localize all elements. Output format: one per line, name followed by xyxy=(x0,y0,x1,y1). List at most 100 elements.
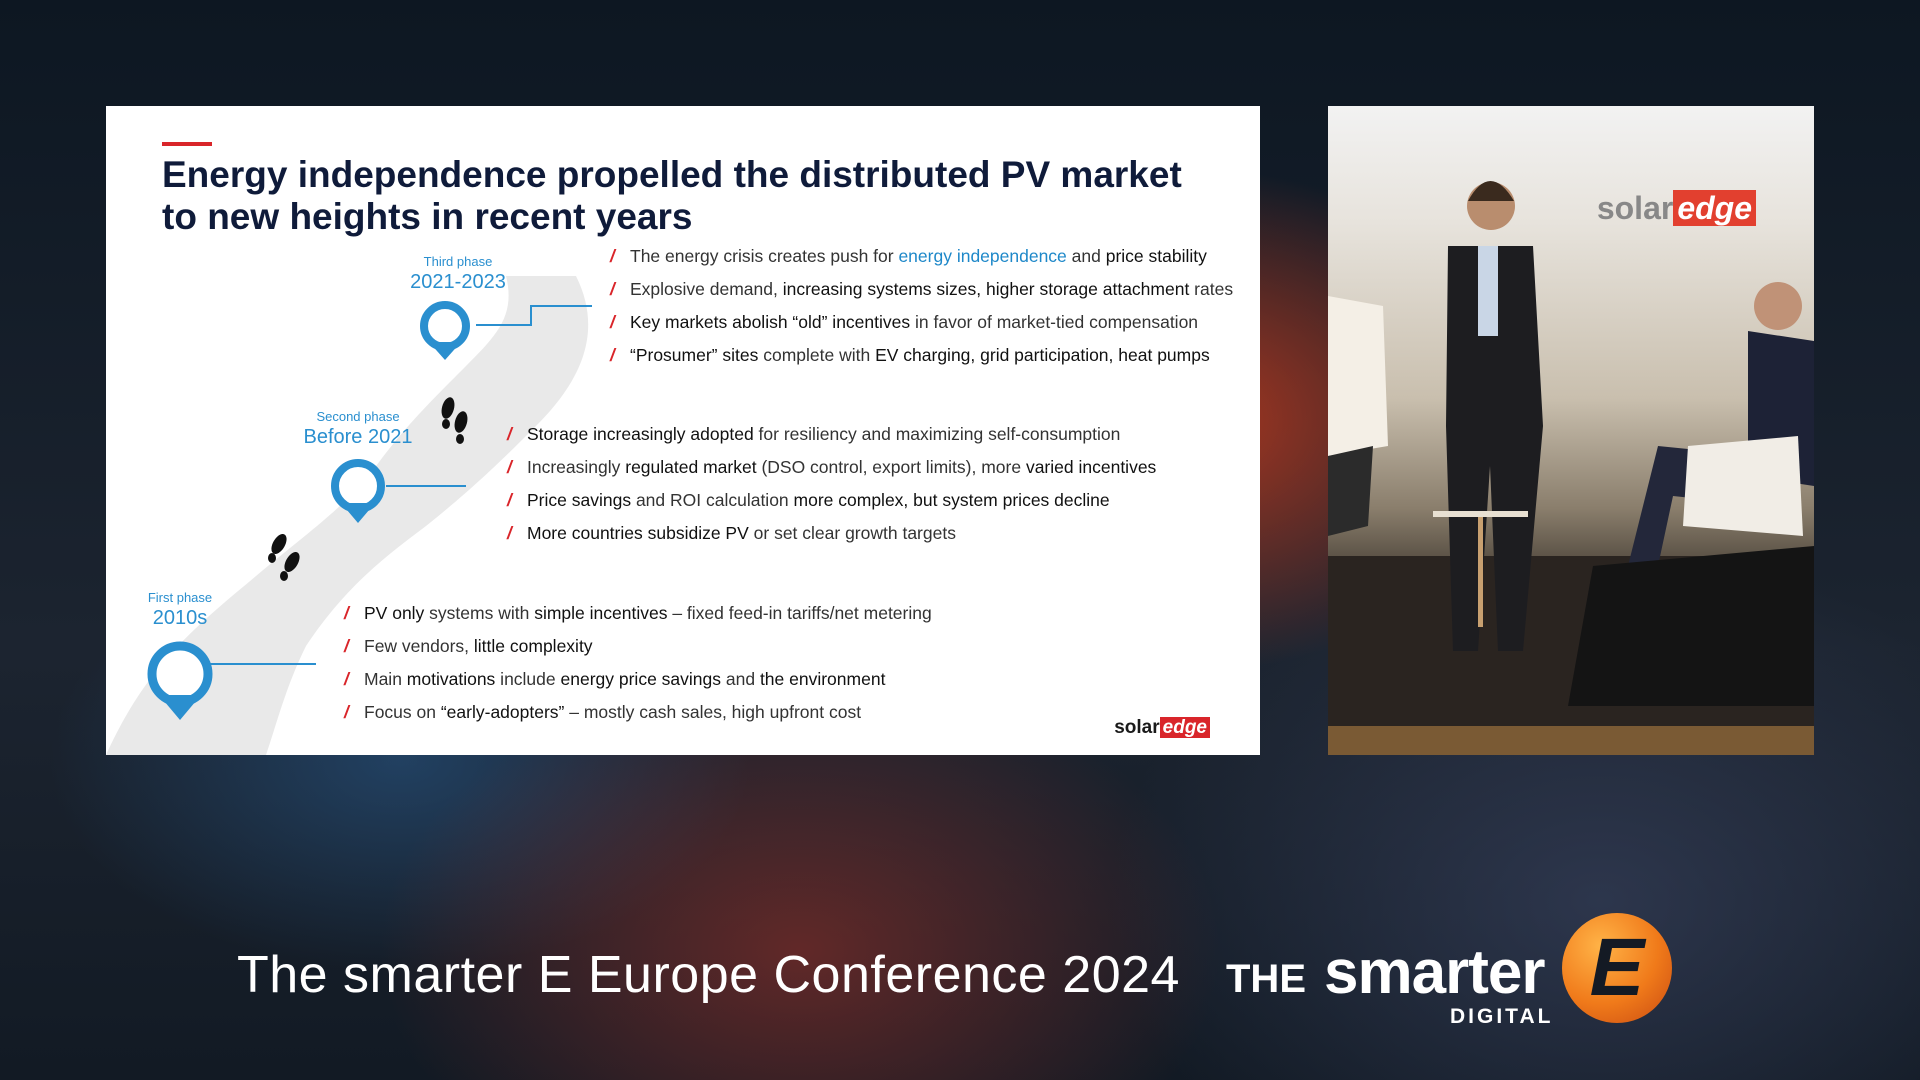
bullet-mark: / xyxy=(610,246,615,266)
bullet-text-run: and xyxy=(1066,246,1106,266)
slide-logo-solar: solar xyxy=(1114,717,1160,738)
bullet-item: / Key markets abolish “old” incentives in… xyxy=(608,306,1233,339)
bullet-mark: / xyxy=(507,523,512,543)
backdrop-logo-solar: solar xyxy=(1596,190,1674,226)
bullet-mark: / xyxy=(344,636,349,656)
bullet-text-run: Price savings xyxy=(527,490,632,510)
bullet-text-run: – fixed feed-in tariffs/net metering xyxy=(667,603,932,623)
phase-first-years: 2010s xyxy=(152,607,208,629)
bullet-mark: / xyxy=(610,345,615,365)
bullet-text-run: Increasingly xyxy=(527,457,626,477)
bullet-item: / Explosive demand, increasing systems si… xyxy=(608,273,1233,306)
panelist-seated xyxy=(1628,282,1814,566)
bullet-mark: / xyxy=(507,424,512,444)
road-path xyxy=(106,276,589,755)
bullet-text-run: “Prosumer” sites xyxy=(630,345,759,365)
panelist-left xyxy=(1328,296,1388,536)
slide-logo-edge: edge xyxy=(1159,717,1210,738)
bullet-item: / Storage increasingly adopted for resili… xyxy=(505,418,1156,451)
bullet-item: / “Prosumer” sites complete with EV charg… xyxy=(608,339,1233,372)
bullet-text-run: varied incentives xyxy=(1025,457,1157,477)
phase-label-third: Third phase 2021-2023 xyxy=(393,254,523,294)
first-phase-bullets: / PV only systems with simple incentives … xyxy=(342,597,932,729)
bullet-mark: / xyxy=(344,702,349,722)
bullet-mark: / xyxy=(610,312,615,332)
bullet-text-run: regulated market xyxy=(625,457,757,477)
brand-e-letter: E xyxy=(1589,922,1645,1013)
bullet-text-run: Main xyxy=(364,669,407,689)
location-pin-icon xyxy=(147,641,213,720)
bullet-item: / Price savings and ROI calculation more … xyxy=(505,484,1156,517)
bullet-text-run: (DSO control, export limits), more xyxy=(756,457,1026,477)
bullet-mark: / xyxy=(344,669,349,689)
bullet-text-run: Key markets abolish “old” incentives xyxy=(630,312,911,332)
phase-third-years: 2021-2023 xyxy=(410,271,506,293)
bullet-mark: / xyxy=(507,457,512,477)
bullet-text-run: complete with xyxy=(758,345,876,365)
bullet-text-run: price stability xyxy=(1105,246,1207,266)
backdrop-solaredge-logo: solar edge xyxy=(1597,190,1756,227)
speaker-camera-feed: solar edge xyxy=(1328,106,1814,755)
bullet-text-run: Storage increasingly adopted xyxy=(527,424,754,444)
bullet-mark: / xyxy=(507,490,512,510)
bullet-text-run: simple incentives xyxy=(534,603,668,623)
presentation-slide: Energy independence propelled the distri… xyxy=(106,106,1260,755)
bullet-item: / More countries subsidize PV or set clea… xyxy=(505,517,1156,550)
bullet-mark: / xyxy=(610,279,615,299)
bullet-text-run: The energy crisis creates push for xyxy=(630,246,899,266)
third-phase-bullets: / The energy crisis creates push for ener… xyxy=(608,240,1233,372)
bullet-text-run: PV only xyxy=(364,603,425,623)
bullet-text-run: energy price savings xyxy=(560,669,722,689)
phase-label-second: Second phase Before 2021 xyxy=(293,409,423,449)
brand-digital: DIGITAL xyxy=(1450,1005,1554,1028)
phase-label-first: First phase 2010s xyxy=(115,590,245,630)
bullet-item: / Increasingly regulated market (DSO cont… xyxy=(505,451,1156,484)
bullet-item: / Main motivations include energy price s… xyxy=(342,663,932,696)
bullet-text-run: more complex, but system prices decline xyxy=(793,490,1110,510)
phase-third-name: Third phase xyxy=(423,254,493,269)
slide-solaredge-logo: solar edge xyxy=(1114,717,1210,739)
bullet-text-run: “early-adopters” xyxy=(440,702,565,722)
bullet-text-run: for resiliency and maximizing self-consu… xyxy=(753,424,1121,444)
footprints-icon xyxy=(268,534,300,581)
phase-first-name: First phase xyxy=(147,590,213,605)
bullet-text-run: include xyxy=(495,669,561,689)
title-accent-bar xyxy=(162,142,212,146)
bullet-item: / The energy crisis creates push for ener… xyxy=(608,240,1233,273)
side-table xyxy=(1433,511,1528,627)
bullet-text-run: increasing systems sizes, higher storage… xyxy=(782,279,1190,299)
phase-second-name: Second phase xyxy=(316,409,400,424)
bullet-item: / Focus on “early-adopters” – mostly cash… xyxy=(342,696,932,729)
bullet-text-run: rates xyxy=(1189,279,1234,299)
bullet-text-run: energy independence xyxy=(898,246,1067,266)
stage-edge xyxy=(1328,726,1814,755)
speaker-standing xyxy=(1446,181,1543,651)
brand-smarter: smarter xyxy=(1324,938,1545,1007)
backdrop-logo-edge: edge xyxy=(1673,190,1756,226)
brand-e-icon: E xyxy=(1562,913,1672,1023)
bullet-text-run: and xyxy=(721,669,760,689)
bullet-text-run: Few vendors, xyxy=(364,636,474,656)
footprints-icon xyxy=(441,397,468,444)
bullet-text-run: Explosive demand, xyxy=(630,279,783,299)
bullet-text-run: little complexity xyxy=(473,636,593,656)
bullet-text-run: the environment xyxy=(759,669,886,689)
brand-the: THE xyxy=(1226,957,1306,1001)
slide-title-line2: to new heights in recent years xyxy=(162,196,693,237)
location-pin-icon xyxy=(331,459,385,523)
bullet-text-run: or set clear growth targets xyxy=(748,523,956,543)
bullet-text-run: and ROI calculation xyxy=(631,490,794,510)
bullet-item: / Few vendors, little complexity xyxy=(342,630,932,663)
bullet-text-run: in favor of market-tied compensation xyxy=(910,312,1199,332)
bullet-mark: / xyxy=(344,603,349,623)
bullet-text-run: More countries subsidize PV xyxy=(527,523,749,543)
connector-third xyxy=(476,305,592,326)
bullet-text-run: motivations xyxy=(406,669,496,689)
phase-second-years: Before 2021 xyxy=(303,426,413,448)
slide-title: Energy independence propelled the distri… xyxy=(162,154,1202,238)
bullet-text-run: systems with xyxy=(424,603,535,623)
slide-title-line1: Energy independence propelled the distri… xyxy=(162,154,1182,195)
road-graphic xyxy=(106,276,592,755)
conference-caption: The smarter E Europe Conference 2024 xyxy=(237,946,1180,1004)
bullet-text-run: Focus on xyxy=(364,702,441,722)
